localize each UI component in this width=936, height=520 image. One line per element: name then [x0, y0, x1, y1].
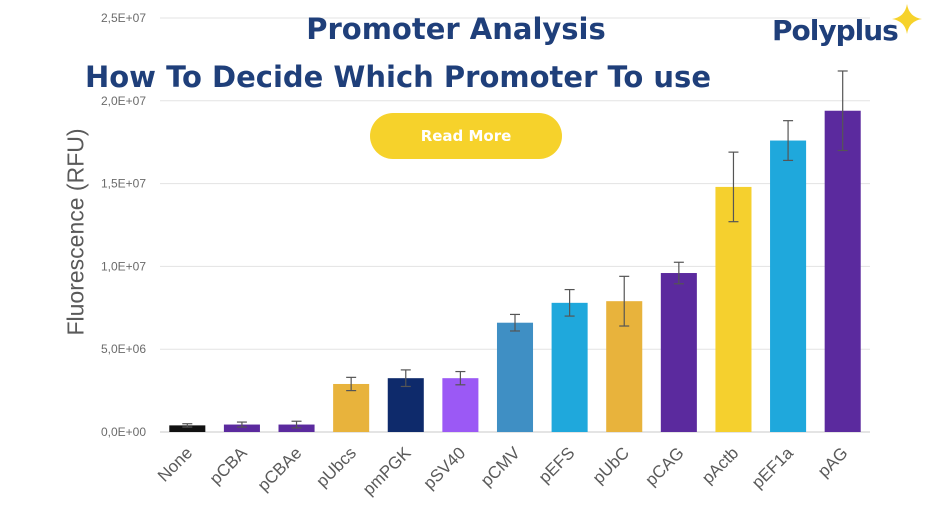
error-bar-pCAG	[673, 261, 684, 285]
y-tick-label: 0,0E+00	[101, 425, 146, 439]
logo-text: Polyplus	[772, 14, 899, 47]
bar-pCBA	[223, 424, 260, 432]
bar-pUbcs	[333, 383, 370, 432]
error-bar-pSV40	[455, 370, 466, 386]
x-tick-label: pSV40	[420, 443, 470, 493]
bar-None	[169, 425, 206, 432]
error-bar-pEFS	[564, 288, 575, 317]
page-subtitle: How To Decide Which Promoter To use	[84, 60, 711, 94]
bar-pAG	[824, 110, 861, 433]
y-tick-label: 2,5E+07	[101, 11, 146, 25]
bar-pCAG	[660, 273, 697, 432]
error-bar-pUbcs	[346, 376, 357, 392]
x-tick-label: pCAG	[642, 443, 688, 489]
bar-pmPGK	[387, 378, 424, 432]
bar-pSV40	[442, 378, 479, 432]
y-tick-label: 1,5E+07	[101, 177, 146, 191]
x-tick-label: pEFS	[535, 443, 579, 487]
x-axis-tick-labels: None pCBA pCBAe pUbcs pmPGK pSV40 pCMV pEFS pUbC…	[154, 443, 852, 499]
error-bar-None	[182, 423, 193, 428]
bar-pEF1a	[770, 140, 807, 432]
y-axis-label: Fluorescence (RFU)	[62, 128, 89, 336]
x-tick-label: pAG	[814, 443, 851, 480]
y-axis-tick-labels: 0,0E+00 5,0E+06 1,0E+07 1,5E+07 2,0E+07 2,5E+…	[101, 11, 146, 439]
error-bar-pEF1a	[783, 120, 794, 162]
x-tick-label: None	[154, 443, 196, 485]
error-bar-pCMV	[510, 313, 520, 332]
error-bar-pAG	[837, 70, 848, 152]
x-tick-label: pCMV	[477, 443, 524, 490]
error-bar-pActb	[728, 151, 739, 223]
sparkle-icon	[892, 4, 922, 34]
error-bar-pCBA	[236, 421, 247, 428]
page-title: Promoter Analysis	[306, 12, 606, 46]
x-tick-label: pUbcs	[312, 443, 360, 491]
chart-bars	[169, 110, 861, 433]
chart-error-bars	[182, 70, 848, 429]
chart-gridlines	[160, 17, 870, 433]
y-tick-label: 2,0E+07	[101, 94, 146, 108]
bar-pEFS	[551, 302, 588, 432]
bar-pCMV	[496, 322, 534, 432]
read-more-button[interactable]: Read More	[370, 113, 562, 159]
error-bar-pmPGK	[400, 369, 411, 388]
x-tick-label: pUbC	[589, 443, 633, 487]
y-tick-label: 1,0E+07	[101, 259, 146, 273]
error-bar-pCBAe	[291, 420, 302, 429]
bar-pActb	[715, 186, 752, 432]
x-tick-label: pEF1a	[748, 443, 797, 492]
x-tick-label: pCBA	[206, 443, 251, 488]
y-tick-label: 5,0E+06	[101, 342, 146, 356]
x-tick-label: pActb	[698, 443, 742, 487]
error-bar-pUbC	[619, 275, 630, 327]
polyplus-logo: Polyplus	[772, 4, 932, 52]
x-tick-label: pmPGK	[359, 443, 415, 499]
x-tick-label: pCBAe	[254, 443, 306, 495]
